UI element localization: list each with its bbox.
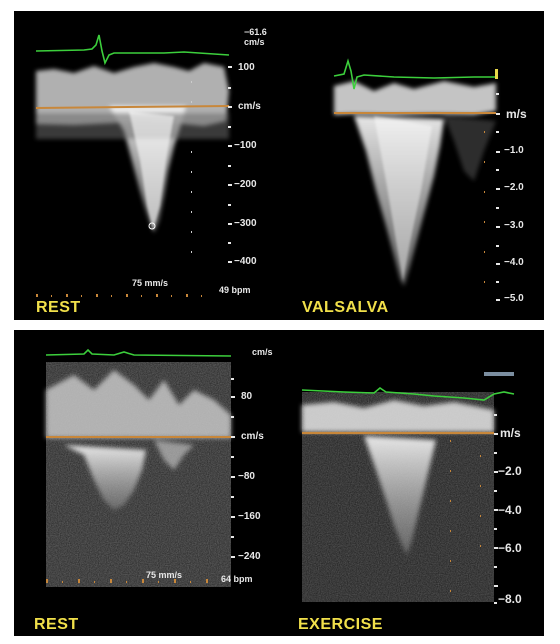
scale-label: −4.0 [498, 503, 522, 517]
scale-label: 80 [241, 391, 253, 402]
ecg-trace-rest-top [35, 34, 230, 66]
heart-rate: 64 bpm [221, 574, 253, 584]
spectrum-rest-bottom [46, 370, 231, 510]
peak-velocity-unit: cm/s [244, 37, 265, 47]
sweep-speed: 75 mm/s [132, 278, 169, 288]
panel-label-valsalva: VALSALVA [302, 299, 389, 316]
ecg-trace-exercise [301, 387, 515, 401]
scale-label: −6.0 [498, 541, 522, 555]
scale-label: −2.0 [498, 464, 522, 478]
scale-label: 100 [238, 62, 255, 73]
spectrum-exercise [302, 400, 494, 555]
panel-label-rest-top: REST [36, 299, 81, 316]
scale-label: −1.0 [504, 145, 524, 156]
doppler-panel-top: −61.6 cm/s 100 cm/s −100 −200 −300 −400 … [14, 11, 544, 320]
scale-label: m/s [506, 107, 527, 121]
scale-label: −100 [234, 140, 257, 151]
scale-label: −8.0 [498, 592, 522, 606]
sweep-speed: 75 mm/s [146, 570, 183, 580]
spectrum-rest-top [36, 63, 229, 233]
peak-velocity-value: −61.6 [244, 27, 267, 37]
scale-label: −240 [238, 551, 261, 562]
scale-label: m/s [500, 426, 521, 440]
baseline-rest-top [35, 105, 230, 109]
panel-label-rest-bottom: REST [34, 616, 79, 633]
scale-label: −200 [234, 179, 257, 190]
doppler-graphics-bottom [45, 348, 515, 604]
measurement-cursor [148, 222, 156, 230]
scale-top-unit: cm/s [252, 347, 273, 357]
scale-label: −2.0 [504, 182, 524, 193]
ecg-trace-rest-bottom [45, 348, 232, 357]
panel-label-exercise: EXERCISE [298, 616, 383, 633]
doppler-graphics-top [35, 34, 500, 301]
scale-label: −300 [234, 218, 257, 229]
scale-label: −400 [234, 256, 257, 267]
scale-label: −3.0 [504, 220, 524, 231]
scale-label: −5.0 [504, 293, 524, 304]
doppler-panel-bottom: cm/s 80 cm/s −80 −160 −240 75 mm/s 64 bp… [14, 330, 544, 636]
heart-rate: 49 bpm [219, 285, 251, 295]
ecg-trace-valsalva [333, 58, 496, 90]
scale-label: −4.0 [504, 257, 524, 268]
scale-label: cm/s [238, 101, 261, 112]
scale-label: −80 [238, 471, 255, 482]
scale-label: cm/s [241, 431, 264, 442]
scale-label: −160 [238, 511, 261, 522]
